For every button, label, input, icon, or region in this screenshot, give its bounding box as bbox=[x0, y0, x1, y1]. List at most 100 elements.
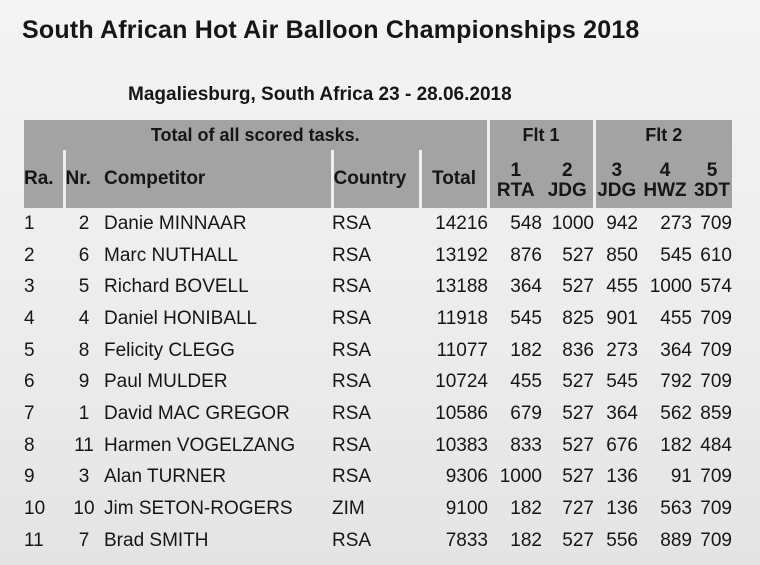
task-3-header: 3 JDG bbox=[592, 150, 638, 208]
competitor-cell: Felicity CLEGG bbox=[104, 339, 235, 361]
competitor-cell: Harmen VOGELZANG bbox=[104, 434, 296, 456]
country-cell: RSA bbox=[332, 339, 372, 361]
col-rank-header: Ra. bbox=[24, 150, 64, 208]
rank-cell: 11 bbox=[24, 529, 44, 551]
task-1-cell: 1000 bbox=[499, 466, 542, 488]
task-1-cell: 364 bbox=[510, 276, 542, 298]
table-row: 1 2 Danie MINNAAR RSA 14216 548 1000 942… bbox=[24, 208, 732, 240]
rank-cell: 1 bbox=[24, 212, 35, 234]
task-3-cell: 364 bbox=[606, 402, 638, 424]
total-cell: 14216 bbox=[435, 212, 488, 234]
country-cell: RSA bbox=[332, 529, 372, 551]
country-cell: RSA bbox=[332, 276, 372, 298]
task-5-header: 5 3DT bbox=[692, 150, 732, 208]
nr-cell: 6 bbox=[78, 244, 90, 266]
flight-1-header: Flt 1 bbox=[486, 120, 594, 150]
total-cell: 9100 bbox=[445, 498, 488, 520]
nr-cell: 3 bbox=[78, 466, 90, 488]
competitor-cell: David MAC GREGOR bbox=[104, 402, 290, 424]
task-2-cell: 527 bbox=[562, 244, 594, 266]
table-row: 4 4 Daniel HONIBALL RSA 11918 545 825 90… bbox=[24, 303, 732, 335]
task-2-header: 2 JDG bbox=[542, 150, 594, 208]
task-1-cell: 876 bbox=[510, 244, 542, 266]
task-4-cell: 364 bbox=[660, 339, 692, 361]
competitor-cell: Richard BOVELL bbox=[104, 276, 249, 298]
competitor-cell: Marc NUTHALL bbox=[104, 244, 239, 266]
task-3-cell: 455 bbox=[606, 276, 638, 298]
nr-cell: 4 bbox=[78, 307, 90, 329]
task-3-code: JDG bbox=[597, 180, 637, 201]
table-row: 8 11 Harmen VOGELZANG RSA 10383 833 527 … bbox=[24, 430, 732, 462]
task-1-header: 1 RTA bbox=[486, 150, 542, 208]
competitor-cell: Alan TURNER bbox=[104, 466, 227, 488]
caption-cell: Total of all scored tasks. bbox=[24, 120, 488, 150]
rank-cell: 8 bbox=[24, 434, 35, 456]
total-cell: 10586 bbox=[435, 402, 488, 424]
task-3-cell: 556 bbox=[606, 529, 638, 551]
competitor-cell: Daniel HONIBALL bbox=[104, 307, 258, 329]
task-1-cell: 455 bbox=[510, 371, 542, 393]
task-1-code: RTA bbox=[496, 180, 535, 201]
task-5-cell: 709 bbox=[700, 212, 732, 234]
results-table: Total of all scored tasks. Flt 1 Flt 2 R… bbox=[24, 120, 732, 557]
task-4-number: 4 bbox=[659, 160, 671, 181]
competitor-cell: Jim SETON-ROGERS bbox=[104, 498, 293, 520]
task-2-cell: 825 bbox=[562, 307, 594, 329]
total-cell: 10724 bbox=[435, 371, 488, 393]
task-3-cell: 850 bbox=[606, 244, 638, 266]
task-2-cell: 527 bbox=[562, 371, 594, 393]
rank-cell: 5 bbox=[24, 339, 35, 361]
total-cell: 7833 bbox=[445, 529, 488, 551]
task-5-cell: 859 bbox=[700, 402, 732, 424]
country-cell: RSA bbox=[332, 371, 372, 393]
rank-cell: 2 bbox=[24, 244, 35, 266]
task-1-cell: 182 bbox=[510, 529, 542, 551]
task-4-cell: 562 bbox=[660, 402, 692, 424]
col-total-header: Total bbox=[418, 150, 488, 208]
total-cell: 9306 bbox=[445, 466, 488, 488]
country-cell: RSA bbox=[332, 244, 372, 266]
country-cell: RSA bbox=[332, 466, 372, 488]
task-5-number: 5 bbox=[706, 160, 718, 181]
rank-cell: 6 bbox=[24, 371, 35, 393]
total-cell: 11918 bbox=[436, 307, 488, 329]
rank-cell: 3 bbox=[24, 276, 35, 298]
task-4-cell: 273 bbox=[660, 212, 692, 234]
page-subtitle: Magaliesburg, South Africa 23 - 28.06.20… bbox=[128, 84, 512, 105]
table-row: 7 1 David MAC GREGOR RSA 10586 679 527 3… bbox=[24, 398, 732, 430]
task-4-header: 4 HWZ bbox=[638, 150, 692, 208]
total-cell: 10383 bbox=[435, 434, 488, 456]
task-5-cell: 709 bbox=[700, 466, 732, 488]
nr-cell: 10 bbox=[73, 498, 95, 520]
task-1-cell: 182 bbox=[510, 498, 542, 520]
task-4-cell: 792 bbox=[660, 371, 692, 393]
task-5-cell: 610 bbox=[700, 244, 732, 266]
nr-cell: 5 bbox=[78, 276, 90, 298]
country-cell: RSA bbox=[332, 212, 372, 234]
task-3-cell: 942 bbox=[606, 212, 638, 234]
country-cell: RSA bbox=[332, 434, 372, 456]
task-5-code: 3DT bbox=[694, 180, 730, 201]
task-3-cell: 545 bbox=[606, 371, 638, 393]
task-4-cell: 545 bbox=[660, 244, 692, 266]
task-3-cell: 136 bbox=[606, 498, 638, 520]
rank-cell: 7 bbox=[24, 402, 35, 424]
task-5-cell: 709 bbox=[700, 371, 732, 393]
task-3-number: 3 bbox=[611, 160, 623, 181]
col-country-header: Country bbox=[330, 150, 420, 208]
total-cell: 11077 bbox=[436, 339, 488, 361]
task-1-number: 1 bbox=[510, 160, 522, 181]
task-2-cell: 727 bbox=[562, 498, 594, 520]
results-body: 1 2 Danie MINNAAR RSA 14216 548 1000 942… bbox=[24, 208, 732, 557]
task-5-cell: 709 bbox=[700, 529, 732, 551]
task-3-cell: 676 bbox=[606, 434, 638, 456]
table-row: 6 9 Paul MULDER RSA 10724 455 527 545 79… bbox=[24, 366, 732, 398]
competitor-cell: Paul MULDER bbox=[104, 371, 228, 393]
task-4-code: HWZ bbox=[643, 180, 687, 201]
task-2-cell: 527 bbox=[562, 529, 594, 551]
country-cell: RSA bbox=[332, 402, 372, 424]
task-1-cell: 548 bbox=[510, 212, 542, 234]
task-1-cell: 545 bbox=[510, 307, 542, 329]
